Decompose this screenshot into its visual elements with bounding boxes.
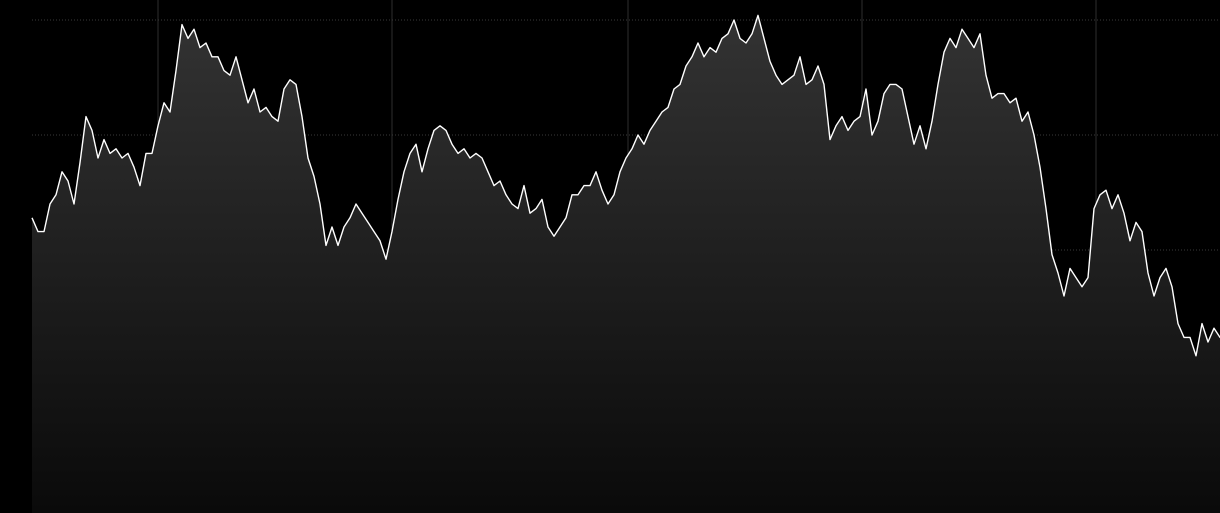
series-line bbox=[31, 14, 1220, 357]
